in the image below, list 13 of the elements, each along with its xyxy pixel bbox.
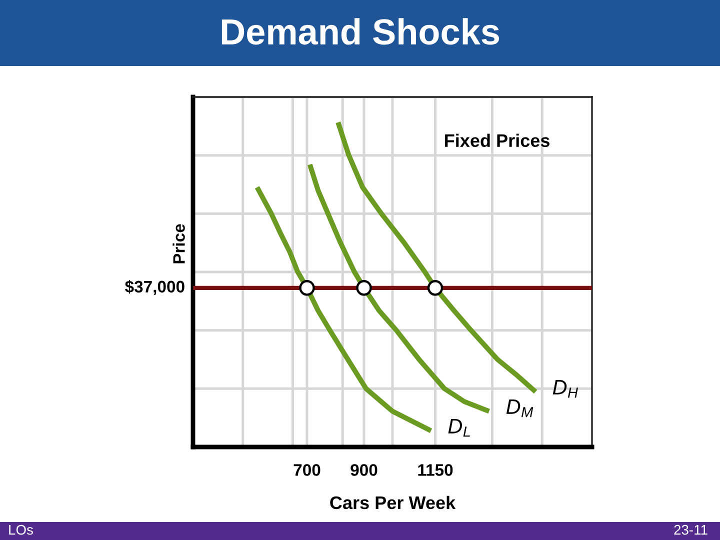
series-label: D$_{L}$ <box>448 419 470 437</box>
series-label: D$_{M}$ <box>506 400 534 418</box>
x-tick-label: 900 <box>350 464 378 476</box>
x-axis-title: Cars Per Week <box>330 496 456 510</box>
x-tick-label: 700 <box>294 464 320 476</box>
text: $37,000 <box>125 280 184 295</box>
text: LOs <box>9 524 33 535</box>
text: 23-11 <box>674 524 708 535</box>
annotation: Fixed Prices <box>445 134 550 147</box>
y-axis-title: Price <box>172 224 185 264</box>
x-tick-label: 1150 <box>418 464 453 476</box>
chart-title: Demand Shocks <box>222 18 500 45</box>
series-label: D$_{H}$ <box>552 380 578 398</box>
